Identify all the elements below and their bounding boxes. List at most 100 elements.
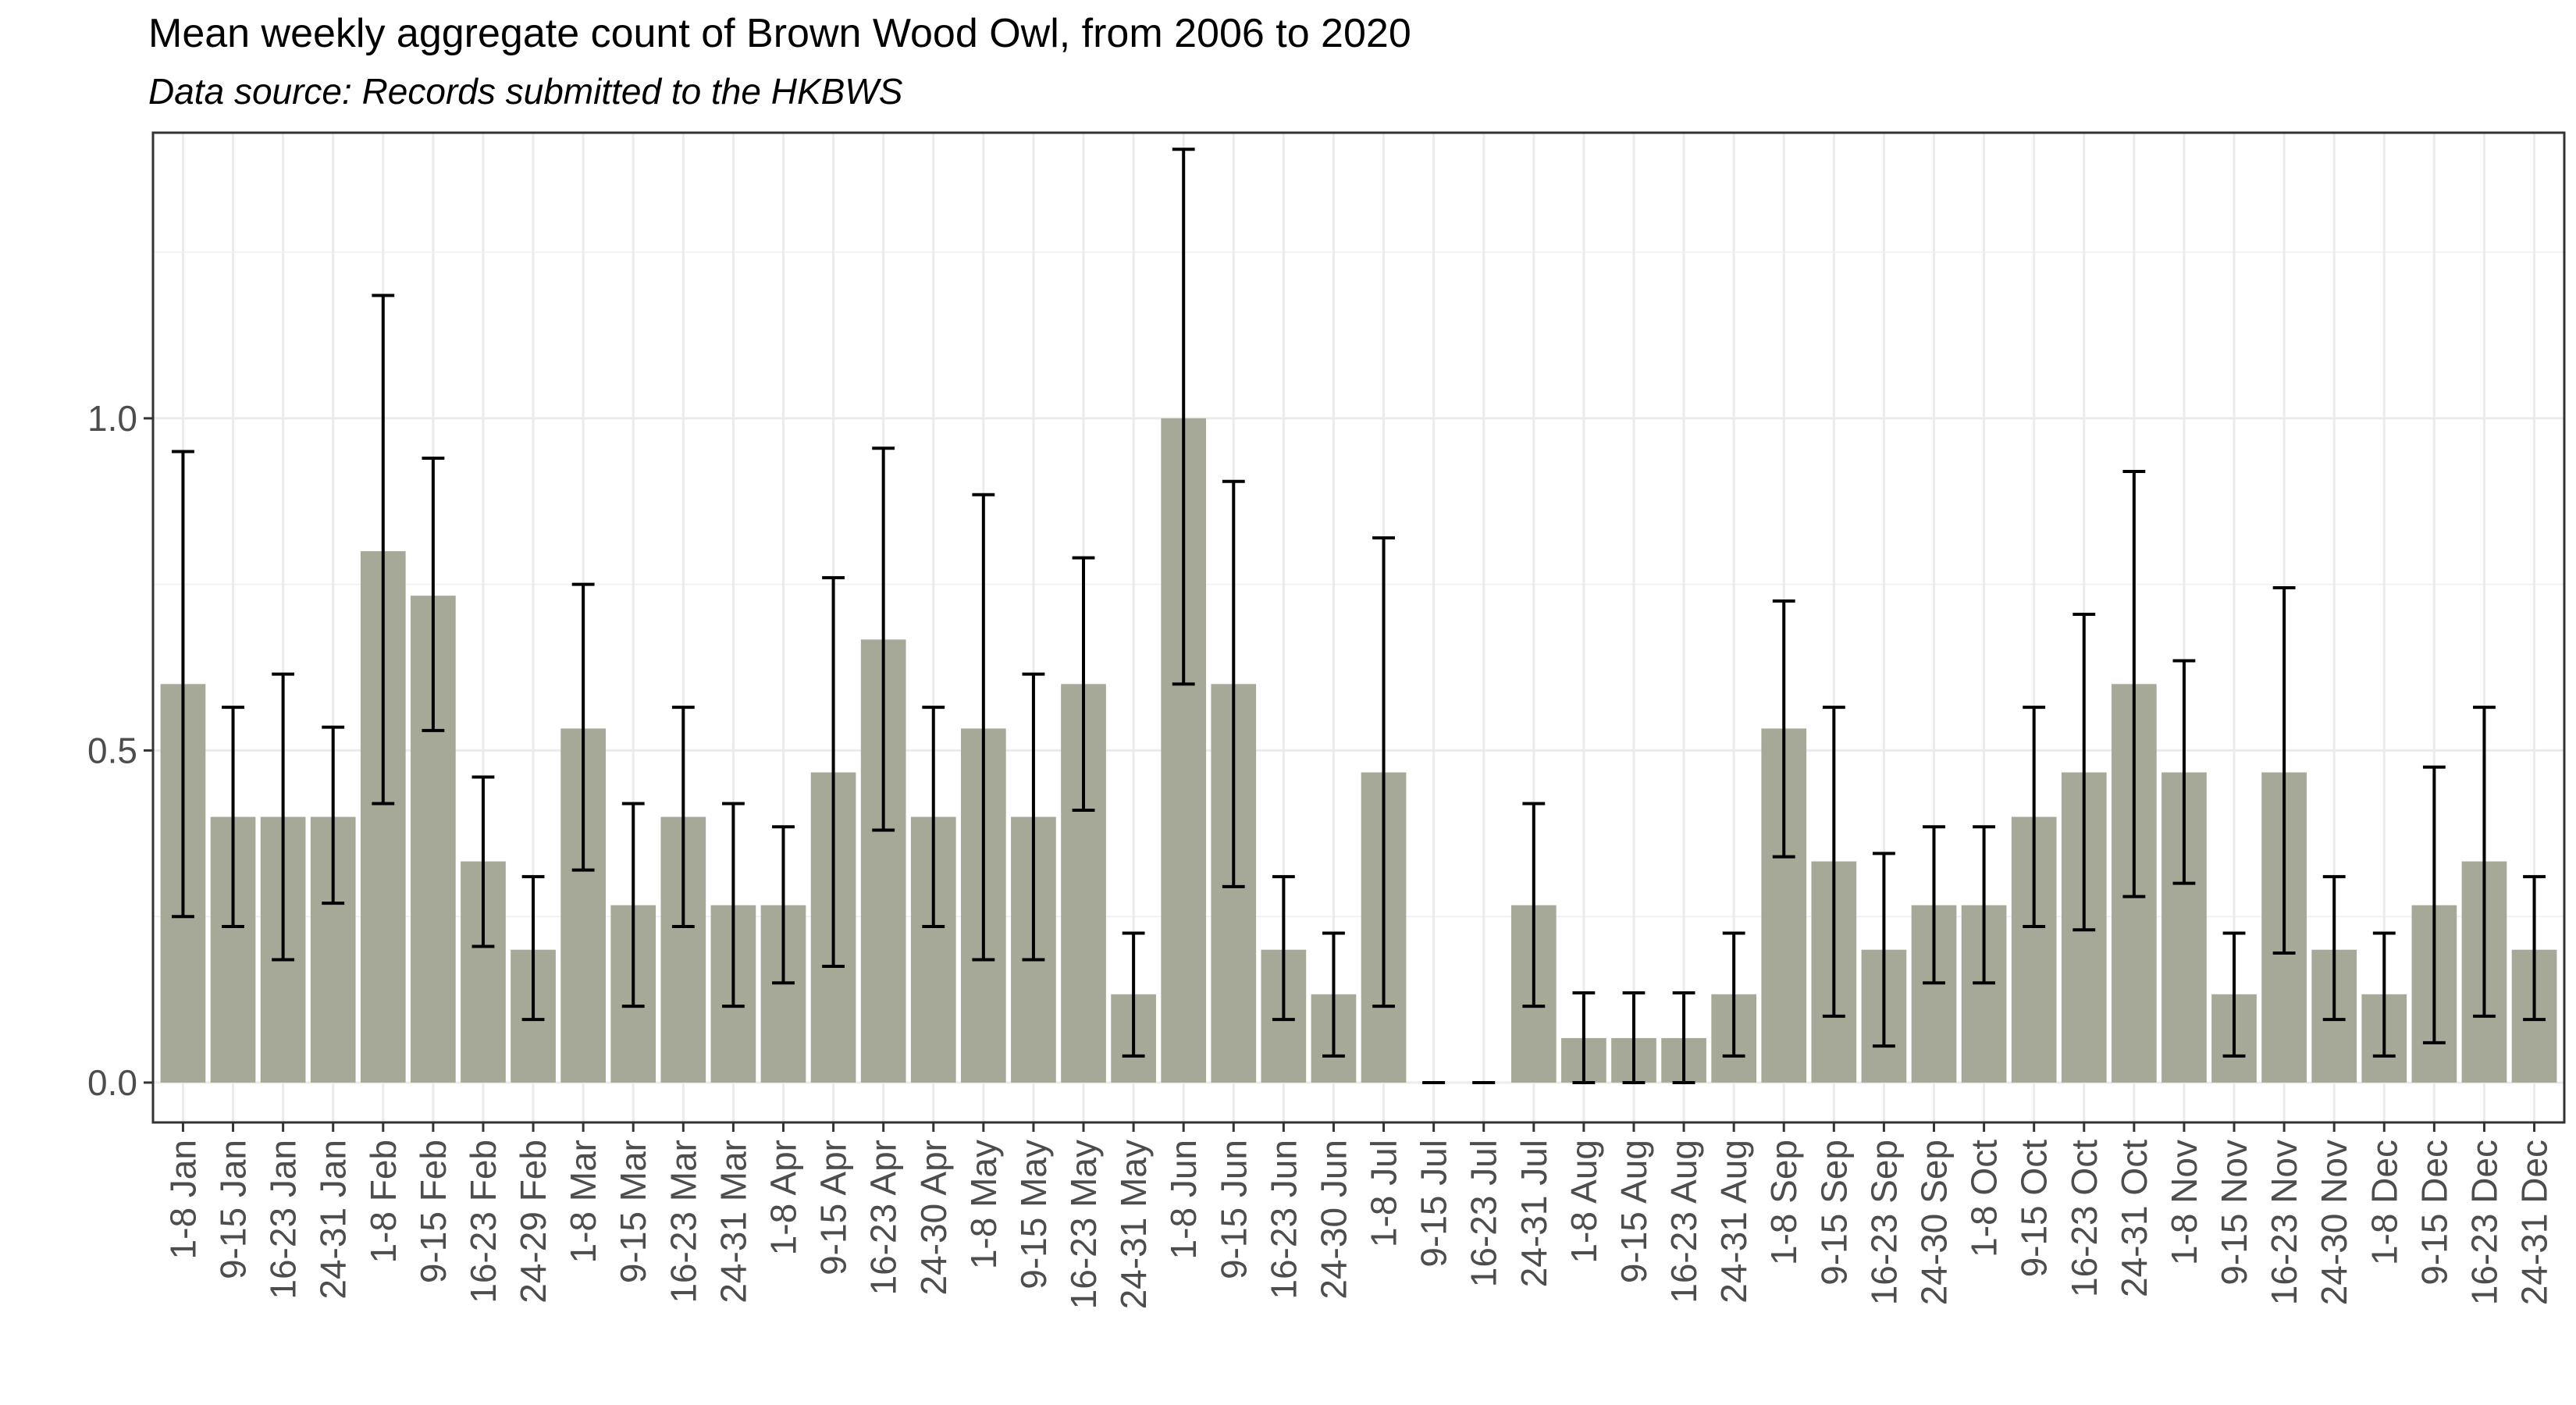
error-bar: [2322, 875, 2346, 1022]
x-tick-label: 16-23 Dec: [2464, 1140, 2504, 1305]
error-bar: [1322, 931, 1345, 1058]
x-tick-label: 16-23 Aug: [1663, 1140, 1704, 1304]
x-tick-label: 24-31 Mar: [713, 1140, 753, 1304]
x-tick-label: 9-15 Nov: [2214, 1140, 2254, 1286]
x-tick-label: 1-8 Jul: [1364, 1140, 1404, 1247]
error-bar: [1973, 825, 1996, 985]
x-tick-label: 16-23 Feb: [463, 1140, 503, 1304]
chart-subtitle: Data source: Records submitted to the HK…: [148, 71, 903, 112]
error-bar: [2172, 659, 2196, 885]
x-tick-label: 1-8 Aug: [1564, 1140, 1604, 1264]
x-tick-label: 1-8 Feb: [363, 1140, 404, 1264]
x-tick-label: 16-23 Jan: [263, 1140, 304, 1300]
x-tick-label: 1-8 Mar: [563, 1140, 603, 1263]
error-bar: [1722, 931, 1745, 1058]
x-tick-label: 9-15 Jul: [1414, 1140, 1454, 1268]
x-tick-label: 9-15 Mar: [613, 1140, 653, 1283]
chart-title: Mean weekly aggregate count of Brown Woo…: [148, 11, 1411, 56]
x-tick-label: 1-8 Jan: [162, 1140, 203, 1259]
x-tick-label: 1-8 Jun: [1163, 1140, 1204, 1259]
error-bar: [1572, 991, 1596, 1084]
x-tick-label: 16-23 Sep: [1863, 1140, 1904, 1305]
x-tick-label: 24-31 Jan: [313, 1140, 354, 1300]
error-bar: [2422, 765, 2446, 1044]
error-bar: [2473, 706, 2496, 1018]
x-tick-label: 1-8 May: [963, 1140, 1004, 1269]
error-bar: [2523, 875, 2546, 1022]
error-bar: [521, 875, 545, 1022]
error-bar: [972, 493, 995, 962]
error-bar: [2272, 585, 2296, 955]
error-bar: [322, 725, 345, 905]
error-bars: [172, 148, 2546, 1084]
x-tick-label: 24-31 Oct: [2114, 1140, 2154, 1297]
error-bar: [2122, 470, 2146, 898]
error-bar: [2023, 706, 2046, 928]
x-tick-label: 9-15 May: [1013, 1140, 1054, 1289]
error-bar: [1822, 706, 1845, 1018]
error-bar: [1372, 536, 1395, 1008]
error-bar: [922, 706, 945, 928]
error-bar: [1172, 148, 1195, 686]
y-tick-label: 1.0: [87, 398, 137, 439]
x-axis: 1-8 Jan 9-15 Jan 16-23 Jan 24-31 Jan 1-8 Feb…: [162, 1122, 2555, 1309]
error-bar: [1923, 825, 1945, 985]
error-bar: [1672, 991, 1695, 1084]
error-bar: [2372, 931, 2396, 1058]
error-bar: [222, 706, 244, 928]
x-tick-label: 24-30 Jun: [1313, 1140, 1354, 1300]
x-tick-label: 1-8 Oct: [1964, 1140, 2005, 1257]
x-tick-label: 16-23 May: [1063, 1140, 1104, 1309]
x-tick-label: 9-15 Sep: [1813, 1140, 1854, 1286]
y-tick-label: 0.0: [87, 1062, 137, 1103]
error-bar: [1622, 991, 1646, 1084]
error-bar: [272, 672, 295, 962]
x-tick-label: 1-8 Nov: [2164, 1140, 2204, 1265]
x-tick-label: 9-15 Jan: [213, 1140, 254, 1279]
x-tick-label: 9-15 Dec: [2414, 1140, 2454, 1286]
error-bar: [1022, 672, 1045, 962]
x-tick-label: 16-23 Jun: [1263, 1140, 1304, 1300]
error-bar: [2222, 931, 2246, 1058]
x-tick-label: 16-23 Mar: [663, 1140, 703, 1304]
error-bar: [1272, 875, 1295, 1022]
error-bar: [721, 802, 745, 1008]
x-tick-label: 24-31 Jul: [1514, 1140, 1554, 1287]
x-tick-label: 9-15 Apr: [813, 1140, 854, 1275]
error-bar: [872, 446, 895, 832]
error-bar: [1222, 479, 1245, 888]
error-bar: [172, 450, 194, 919]
error-bar: [1872, 852, 1895, 1048]
x-tick-label: 24-29 Feb: [513, 1140, 553, 1304]
x-tick-label: 9-15 Feb: [413, 1140, 454, 1283]
error-bar: [671, 706, 695, 928]
error-bar: [571, 582, 595, 872]
x-tick-label: 16-23 Oct: [2064, 1140, 2105, 1297]
error-bar: [1122, 931, 1145, 1058]
bars: [160, 418, 2557, 1083]
error-bar: [772, 825, 795, 985]
x-tick-label: 24-30 Nov: [2314, 1140, 2354, 1305]
x-tick-label: 24-30 Sep: [1914, 1140, 1955, 1305]
x-tick-label: 24-31 Dec: [2514, 1140, 2555, 1305]
x-tick-label: 24-31 May: [1113, 1140, 1154, 1309]
x-tick-label: 16-23 Jul: [1464, 1140, 1504, 1287]
x-tick-label: 9-15 Oct: [2014, 1140, 2055, 1278]
x-tick-label: 24-30 Apr: [913, 1140, 954, 1295]
plot-border: [151, 131, 2566, 1124]
error-bar: [621, 802, 645, 1008]
error-bar: [1522, 802, 1546, 1008]
y-tick-label: 0.5: [87, 730, 137, 770]
error-bar: [2073, 612, 2096, 932]
error-bar: [471, 775, 495, 948]
error-bar: [372, 293, 395, 806]
error-bar: [422, 456, 445, 732]
error-bar: [1772, 599, 1795, 859]
x-tick-label: 9-15 Jun: [1213, 1140, 1254, 1279]
error-bar: [822, 576, 845, 969]
x-tick-label: 1-8 Dec: [2364, 1140, 2404, 1265]
y-axis: 0.0 0.5 1.0: [87, 398, 153, 1103]
x-tick-label: 24-31 Aug: [1713, 1140, 1754, 1304]
